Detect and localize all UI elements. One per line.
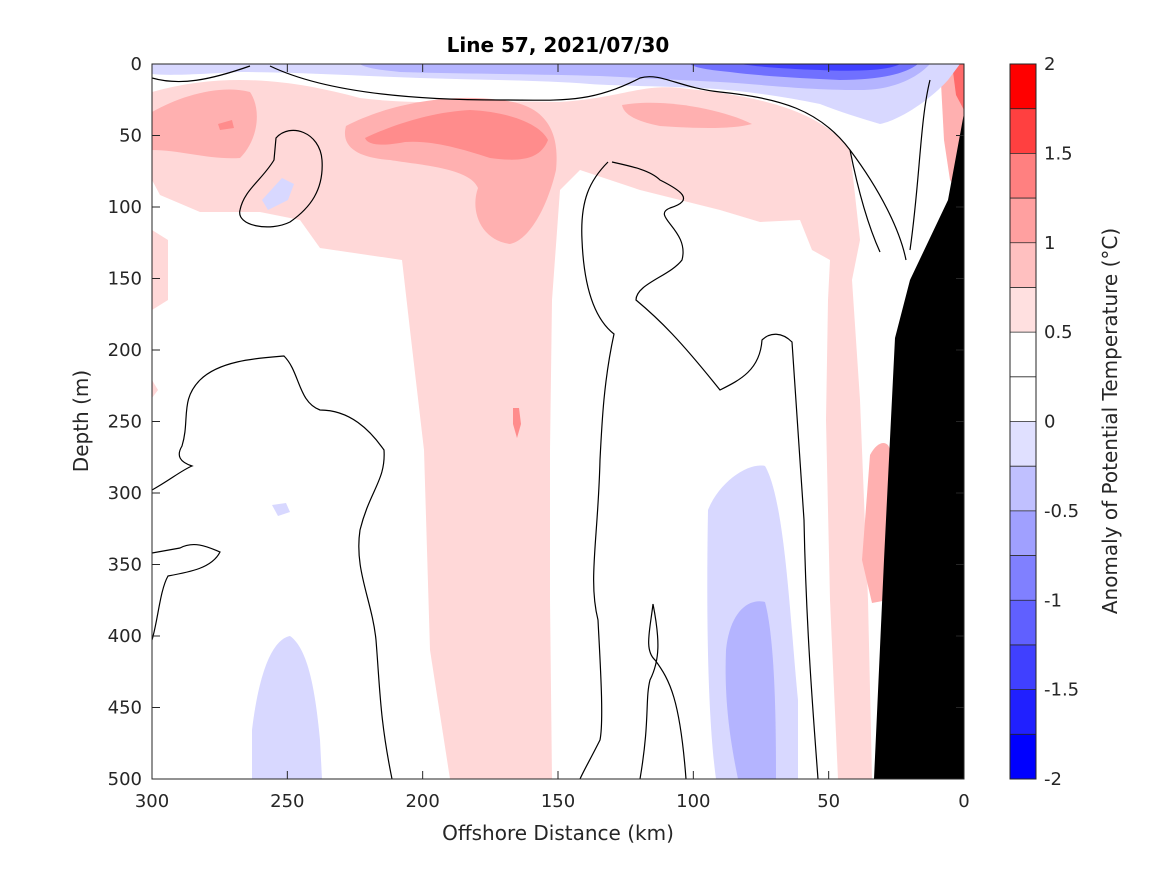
x-axis-title: Offshore Distance (km)	[442, 821, 674, 845]
cold-pocket-small	[272, 503, 290, 516]
warm-shelf-strong	[952, 64, 964, 110]
warm-region-light	[152, 79, 872, 779]
y-axis: 0 50 100 150 200 250 300 350 400 450 500	[108, 54, 964, 790]
chart-title: Line 57, 2021/07/30	[447, 33, 670, 57]
colorbar-swatch	[1010, 644, 1036, 690]
colorbar-swatch	[1010, 689, 1036, 735]
y-tick-label: 250	[108, 412, 142, 433]
y-tick-label: 50	[119, 126, 142, 147]
y-tick-label: 450	[108, 698, 142, 719]
colorbar: 2 1.5 1 0.5 0 -0.5 -1 -1.5 -2	[1009, 54, 1079, 790]
cold-pocket-upper	[262, 178, 294, 210]
y-tick-label: 100	[108, 197, 142, 218]
colorbar-swatch	[1010, 734, 1036, 779]
colorbar-swatch	[1010, 242, 1036, 288]
contour-left-lower	[152, 544, 221, 641]
colorbar-swatch	[1010, 510, 1036, 556]
contour-middle-offshore	[152, 355, 393, 779]
contour-shelf	[849, 149, 881, 253]
colorbar-tick-label: 0.5	[1044, 322, 1073, 343]
warm-spot-left-edge	[152, 230, 168, 310]
y-tick-label: 200	[108, 340, 142, 361]
warm-region-medium-3	[622, 102, 752, 128]
colorbar-tick-label: -1.5	[1044, 680, 1079, 701]
y-tick-label: 0	[131, 54, 142, 75]
y-tick-label: 400	[108, 626, 142, 647]
contour-central	[611, 161, 819, 779]
colorbar-tick-label: -2	[1044, 769, 1062, 790]
zero-contours	[152, 65, 931, 779]
warm-core-small	[218, 120, 234, 130]
colorbar-swatch	[1010, 421, 1036, 467]
anomaly-field	[152, 64, 964, 779]
x-tick-label: 200	[405, 791, 439, 812]
colorbar-swatch	[1010, 198, 1036, 243]
colorbar-tick-label: -1	[1044, 590, 1062, 611]
x-axis: 300 250 200 150 100 50 0	[135, 64, 970, 812]
colorbar-swatch	[1010, 600, 1036, 645]
bathymetry-mask	[874, 113, 964, 779]
y-tick-label: 300	[108, 483, 142, 504]
x-tick-label: 100	[676, 791, 710, 812]
warm-region-medium	[152, 89, 257, 159]
colorbar-tick-label: 0	[1044, 412, 1055, 433]
colorbar-swatch	[1010, 555, 1036, 601]
colorbar-tick-label: 1	[1044, 233, 1055, 254]
x-tick-label: 50	[817, 791, 840, 812]
colorbar-swatch	[1010, 64, 1036, 109]
y-tick-label: 350	[108, 555, 142, 576]
x-tick-label: 150	[541, 791, 575, 812]
warm-spot-left-edge-2	[152, 380, 158, 398]
y-axis-title: Depth (m)	[69, 370, 93, 472]
warm-region-medium-4	[862, 443, 890, 603]
colorbar-swatch	[1010, 108, 1036, 154]
cold-surface-deep	[740, 64, 900, 71]
warm-core-mid	[513, 408, 521, 438]
contour-upper-left	[239, 129, 323, 228]
colorbar-swatch	[1010, 376, 1036, 422]
colorbar-label: Anomaly of Potential Temperature (°C)	[1098, 228, 1122, 614]
y-tick-label: 150	[108, 269, 142, 290]
warm-core	[365, 110, 548, 160]
x-tick-label: 300	[135, 791, 169, 812]
colorbar-tick-label: -0.5	[1044, 501, 1079, 522]
colorbar-border	[1009, 63, 1037, 780]
contour-column	[579, 161, 615, 779]
contour-surface	[152, 65, 931, 261]
contour-deep-inner	[639, 603, 687, 779]
colorbar-tick-label: 2	[1044, 54, 1055, 75]
colorbar-tick-label: 1.5	[1044, 143, 1073, 164]
colorbar-swatch	[1010, 287, 1036, 333]
colorbar-swatch	[1010, 332, 1036, 377]
y-tick-label: 500	[108, 769, 142, 790]
cold-lobe-offshore	[252, 636, 322, 779]
x-tick-label: 250	[270, 791, 304, 812]
colorbar-swatch	[1010, 153, 1036, 199]
x-tick-label: 0	[958, 791, 969, 812]
colorbar-swatch	[1010, 466, 1036, 511]
cold-lobe-nearshore-core	[725, 601, 776, 779]
